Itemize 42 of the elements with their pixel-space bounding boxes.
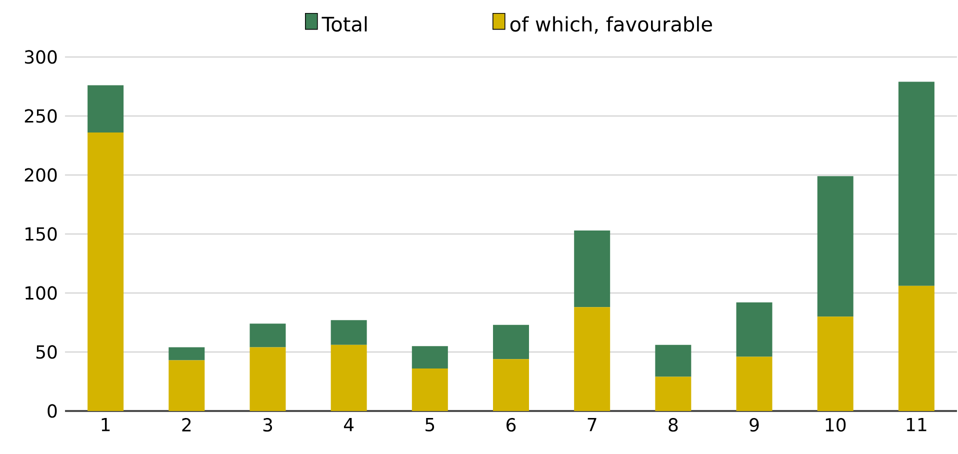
x-tick-label: 1: [102, 418, 110, 432]
bar: [736, 356, 772, 411]
bar: [88, 85, 124, 133]
bar: [412, 368, 448, 411]
bar: [817, 176, 854, 317]
x-tick-label: 7: [588, 418, 596, 432]
y-tick-label: 300: [24, 50, 57, 64]
bar: [330, 344, 367, 411]
bar: [88, 132, 124, 411]
x-tick-label: 11: [906, 418, 926, 432]
bar: [330, 320, 367, 345]
y-tick-label: 0: [48, 404, 57, 418]
x-tick-label: 2: [182, 418, 191, 432]
bar: [168, 347, 205, 360]
y-tick-label: 100: [26, 286, 57, 300]
x-tick-label: 6: [506, 418, 516, 432]
bar: [412, 346, 448, 369]
x-tick-label: 4: [344, 418, 354, 432]
bar: [655, 376, 692, 411]
y-tick-label: 250: [24, 109, 57, 123]
bar: [493, 359, 529, 411]
bar: [574, 307, 610, 411]
bar: [574, 230, 610, 308]
bar: [250, 347, 286, 411]
bar: [898, 82, 934, 286]
y-tick-label: 50: [36, 345, 57, 359]
bar: [250, 324, 286, 348]
x-tick-label: 5: [426, 418, 434, 432]
bar: [493, 324, 529, 360]
bar: [736, 302, 772, 357]
y-tick-label: 150: [26, 227, 57, 241]
x-tick-label: 3: [263, 418, 272, 432]
y-tick-label: 200: [24, 168, 57, 182]
legend-label: of which, favourable: [510, 16, 712, 34]
bar: [655, 344, 692, 377]
x-tick-label: 10: [826, 418, 846, 432]
legend-label: Total: [322, 16, 367, 32]
bar: [898, 286, 934, 411]
x-tick-label: 8: [668, 418, 678, 432]
bar: [817, 316, 854, 411]
bar: [168, 360, 205, 411]
x-tick-label: 9: [750, 418, 759, 432]
